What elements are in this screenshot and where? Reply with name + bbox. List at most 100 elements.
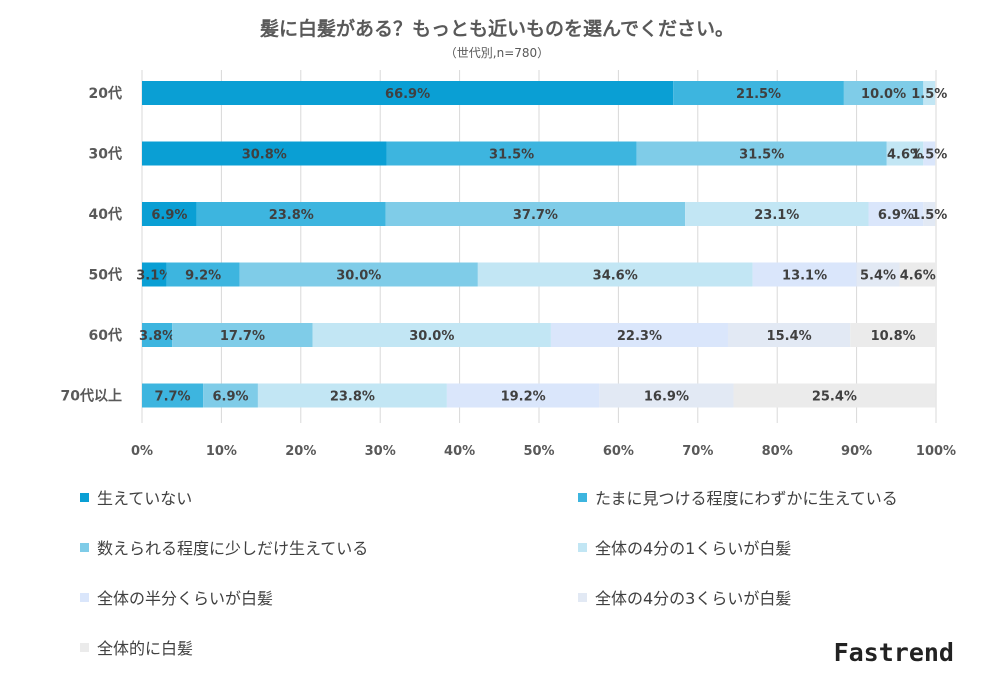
data-label: 31.5% (489, 148, 534, 163)
legend-label: 全体的に白髪 (97, 639, 194, 658)
legend-label: 全体の4分の1くらいが白髪 (595, 539, 792, 558)
x-tick-label: 40% (444, 444, 475, 459)
data-label: 6.9% (212, 390, 248, 405)
bar-segment (550, 323, 728, 347)
chart-subtitle: （世代別,n=780） (444, 46, 550, 60)
bar-segment (385, 202, 686, 226)
legend-item: 数えられる程度に少しだけ生えている (80, 535, 368, 559)
bar-segment (312, 323, 551, 347)
bar-segment (923, 202, 936, 226)
data-label: 21.5% (736, 87, 781, 102)
x-tick-label: 10% (206, 444, 237, 459)
category-label: 30代 (89, 146, 122, 163)
bar-segment (673, 81, 844, 105)
bar-segment (239, 262, 478, 287)
bar-segment (923, 81, 936, 105)
bar-segment (752, 262, 857, 287)
bar-segment (899, 262, 936, 287)
legend-label: 生えていない (97, 489, 193, 508)
category-label: 20代 (89, 85, 122, 102)
data-label: 9.2% (185, 269, 221, 284)
bar-segment (850, 323, 936, 347)
category-label: 60代 (89, 327, 122, 344)
data-label: 4.6% (900, 269, 936, 284)
legend-swatch (578, 542, 587, 552)
legend-swatch (80, 542, 89, 552)
legend-swatch (578, 492, 587, 502)
data-label: 1.5% (911, 148, 947, 163)
data-label: 23.8% (330, 390, 375, 405)
bar-segment (142, 141, 387, 166)
x-tick-label: 70% (682, 444, 713, 459)
data-label: 1.5% (911, 208, 947, 223)
bar-segment (733, 383, 936, 408)
chart-title: 髪に白髪がある？もっとも近いものを選んでください。 (259, 18, 735, 40)
x-tick-label: 50% (523, 444, 554, 459)
bar-segment (142, 202, 197, 226)
data-label: 30.8% (242, 148, 287, 163)
bar-segment (477, 262, 753, 287)
category-label: 70代以上 (61, 388, 122, 405)
data-label: 16.9% (644, 390, 689, 405)
legend-item: 生えていない (80, 485, 192, 509)
legend-label: 全体の4分の3くらいが白髪 (595, 589, 792, 608)
x-tick-label: 80% (762, 444, 793, 459)
legend-item: 全体の4分の1くらいが白髪 (578, 535, 791, 559)
legend-item: 全体的に白髪 (80, 635, 193, 659)
bar-segment (446, 383, 600, 408)
x-tick-label: 30% (365, 444, 396, 459)
bar-segment (843, 81, 924, 105)
bar-segment (203, 383, 258, 408)
legend-item: 全体の半分くらいが白髪 (80, 585, 273, 609)
bar-segment (166, 262, 240, 287)
data-label: 3.8% (139, 329, 175, 344)
data-label: 6.9% (878, 208, 914, 223)
data-label: 22.3% (617, 329, 662, 344)
bar-segment (142, 81, 674, 105)
data-label: 1.5% (911, 87, 947, 102)
bar-segment (886, 141, 924, 166)
data-label: 7.7% (155, 390, 191, 405)
data-label: 31.5% (739, 148, 784, 163)
data-label: 30.0% (336, 269, 381, 284)
bar-segment (868, 202, 924, 226)
bar-segment (923, 141, 936, 166)
legend-swatch (80, 642, 89, 652)
data-label: 3.1% (136, 269, 172, 284)
x-tick-label: 60% (603, 444, 634, 459)
category-label: 40代 (89, 206, 122, 223)
bar-segment (172, 323, 313, 347)
x-tick-label: 0% (131, 444, 153, 459)
bar-segment (685, 202, 869, 226)
legend-swatch (578, 592, 587, 602)
legend-item: たまに見つける程度にわずかに生えている (578, 485, 898, 509)
x-tick-label: 100% (916, 444, 956, 459)
legend-label: 数えられる程度に少しだけ生えている (97, 539, 369, 558)
bar-segment (727, 323, 851, 347)
legend-label: たまに見つける程度にわずかに生えている (595, 489, 898, 508)
data-label: 23.1% (754, 208, 799, 223)
bar-segment (856, 262, 900, 287)
data-label: 17.7% (220, 329, 265, 344)
data-label: 4.6% (887, 148, 923, 163)
bar-segment (142, 262, 167, 287)
bar-segment (142, 323, 173, 347)
bar-segment (386, 141, 637, 166)
bar-segment (196, 202, 386, 226)
legend-swatch (80, 492, 89, 502)
legend-swatch (80, 592, 89, 602)
legend-item: 全体の4分の3くらいが白髪 (578, 585, 791, 609)
data-label: 10.8% (871, 329, 916, 344)
bar-segment (636, 141, 887, 166)
data-label: 23.8% (269, 208, 314, 223)
bar-segment (142, 383, 204, 408)
x-tick-label: 90% (841, 444, 872, 459)
data-label: 10.0% (861, 87, 906, 102)
data-label: 5.4% (860, 269, 896, 284)
data-label: 66.9% (385, 87, 430, 102)
category-label: 50代 (89, 267, 122, 284)
brand-logo: Fastrend (833, 638, 954, 667)
data-label: 6.9% (151, 208, 187, 223)
x-tick-label: 20% (285, 444, 316, 459)
